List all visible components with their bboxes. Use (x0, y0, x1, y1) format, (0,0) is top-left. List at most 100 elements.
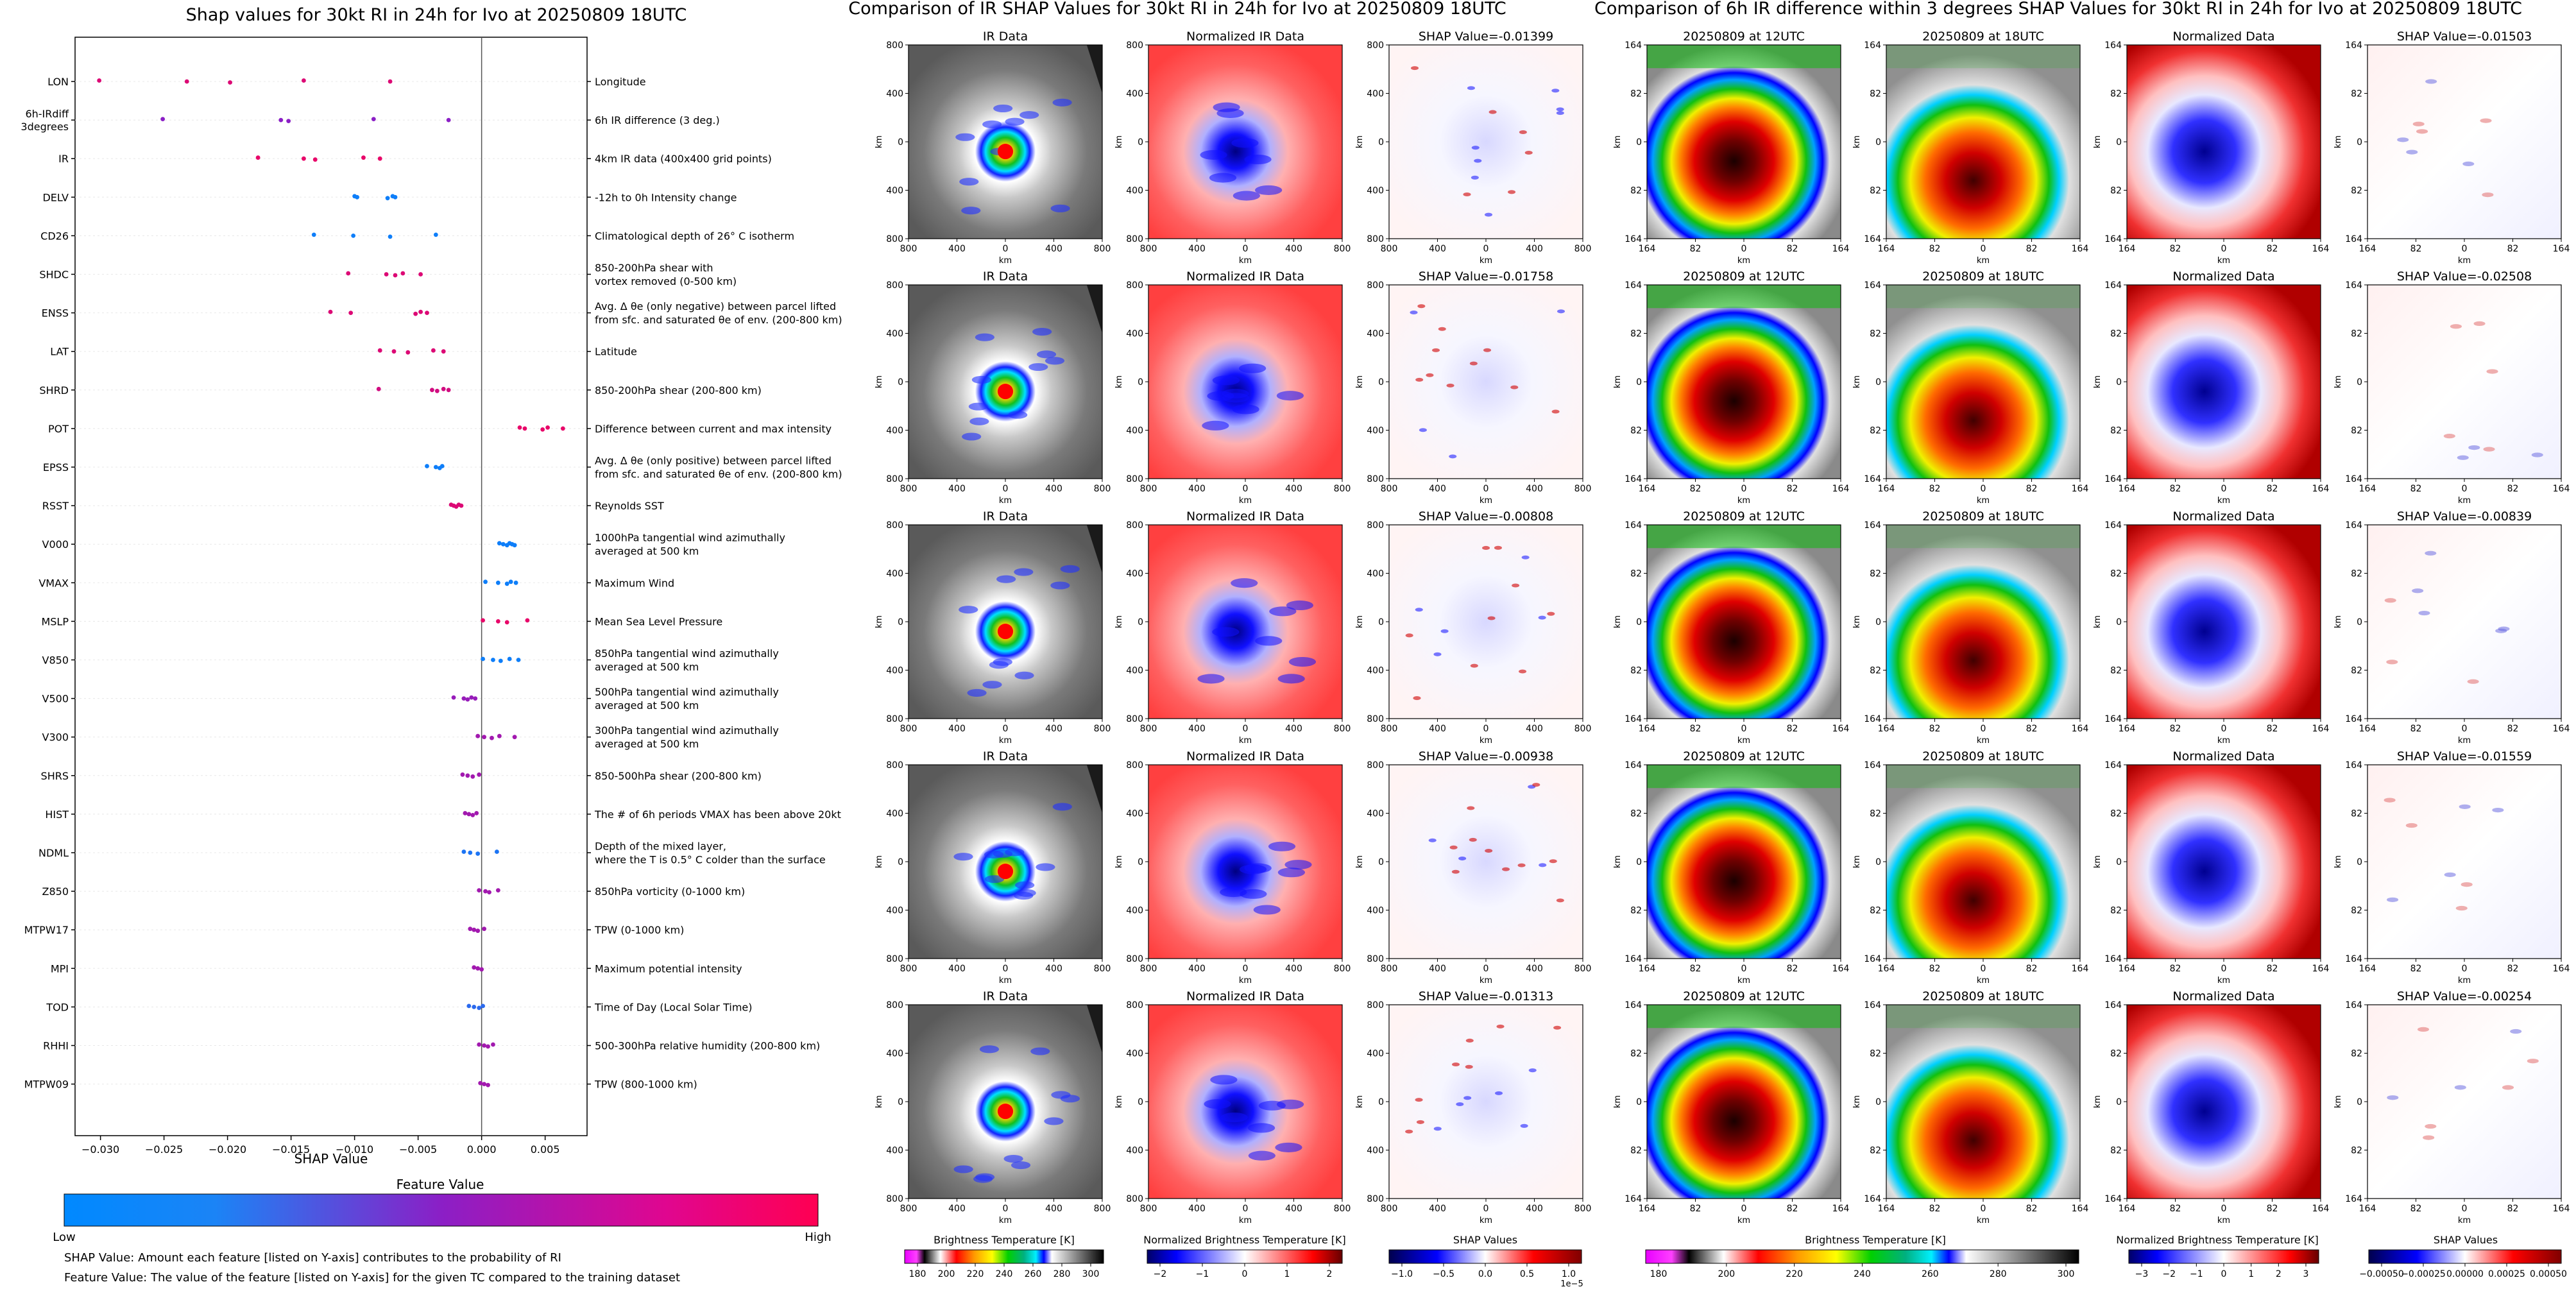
x-tick-label: 164 (2553, 964, 2570, 974)
x-tick-label: 0 (1981, 1204, 1986, 1214)
x-tick-label: 164 (2119, 724, 2136, 734)
bt-colorbar (904, 1249, 1104, 1264)
x-tick-label: 82 (2026, 724, 2038, 734)
colorbar-tick-label: 0 (2221, 1269, 2227, 1279)
x-axis-unit: km (1977, 256, 1990, 266)
x-tick-label: 82 (2267, 244, 2278, 254)
x-axis-unit: km (1239, 1216, 1252, 1225)
y-tick-label: 0 (1138, 857, 1143, 867)
feature-name-label: V850 (42, 654, 69, 667)
cloud-band (973, 1175, 993, 1183)
x-tick-label: 800 (1574, 964, 1592, 974)
cold-band (1204, 1099, 1231, 1109)
y-tick-label: 0 (1378, 137, 1384, 148)
x-tick-label: 164 (1639, 964, 1656, 974)
y-axis-unit: km (1613, 855, 1623, 868)
cloud-band (1014, 892, 1034, 900)
shap-point (430, 388, 434, 393)
x-axis-unit: km (1239, 736, 1252, 746)
shap-blob (1465, 1064, 1473, 1069)
y-axis-unit: km (1114, 1095, 1124, 1108)
y-tick-label: 82 (2351, 666, 2362, 676)
feature-description-label: averaged at 500 km (595, 699, 699, 712)
irdiff-subplot-r1-c2: 20250809 at 18UTC1641648282008282164164k… (1852, 30, 2088, 266)
y-tick-label: 82 (1870, 1146, 1881, 1156)
feature-description-label: TPW (800-1000 km) (594, 1079, 697, 1091)
x-tick-label: 800 (1140, 484, 1157, 494)
y-axis-unit: km (1114, 135, 1124, 148)
image-field (2367, 1005, 2561, 1199)
cold-band (1232, 404, 1259, 414)
y-tick-label: 0 (2357, 617, 2362, 627)
y-axis-unit: km (2093, 1095, 2103, 1108)
irdiff-subplot-r4-c3: Normalized Data1641648282008282164164kmk… (2093, 749, 2329, 986)
cloud-band (1036, 350, 1057, 359)
y-tick-label: 0 (1378, 377, 1384, 388)
shap-point (463, 811, 468, 815)
x-tick-label: 0 (2462, 964, 2468, 974)
y-tick-label: 82 (2351, 1146, 2362, 1156)
x-tick-label: 0 (1243, 1204, 1249, 1214)
shap-point (385, 196, 390, 201)
y-tick-label: 400 (886, 1049, 903, 1059)
x-tick-label: 82 (2170, 244, 2181, 254)
y-tick-label: 800 (1367, 234, 1384, 244)
y-tick-label: 164 (2345, 280, 2362, 291)
feature-description-label: -12h to 0h Intensity change (595, 191, 737, 203)
feature-description-label: 1000hPa tangential wind azimuthally (595, 532, 785, 544)
shap-point (184, 79, 189, 84)
colorbar-tick-label: −1.0 (1391, 1269, 1413, 1279)
x-tick-label: 82 (2410, 724, 2422, 734)
shap-point (477, 888, 482, 892)
y-tick-label: 164 (1625, 520, 1642, 531)
shap-blob (1517, 863, 1526, 867)
image-field (1148, 1005, 1342, 1199)
x-axis-unit: km (2458, 496, 2471, 506)
y-tick-label: 164 (1864, 760, 1881, 771)
y-tick-label: 82 (2351, 569, 2362, 579)
feature-description-label: 850-500hPa shear (200-800 km) (595, 770, 762, 782)
y-tick-label: 82 (2110, 569, 2122, 579)
cloud-band (1052, 803, 1072, 811)
x-tick-label: 82 (1787, 484, 1798, 494)
y-tick-label: 0 (2357, 1097, 2362, 1107)
y-axis-unit: km (1613, 1095, 1623, 1108)
y-tick-label: 400 (1367, 1146, 1384, 1156)
x-axis-unit: km (1737, 256, 1750, 266)
subplot-title: SHAP Value=-0.01503 (2397, 30, 2532, 44)
cloud-band (1005, 117, 1025, 126)
x-tick-label: 800 (1334, 964, 1351, 974)
y-tick-label: 800 (1126, 234, 1143, 244)
ir-comparison-title: Comparison of IR SHAP Values for 30kt RI… (848, 0, 1506, 19)
shap-point (486, 1082, 490, 1088)
x-tick-label: 82 (1929, 724, 1941, 734)
image-field (1389, 1005, 1583, 1199)
shap-point (446, 117, 451, 123)
shap-blob (1551, 409, 1560, 414)
y-tick-label: 800 (886, 760, 903, 771)
shap-blob (2527, 1059, 2539, 1064)
ir-colorbars: Brightness Temperature [K] 180 200 220 240 2… (904, 1234, 1583, 1289)
y-axis-unit: km (1613, 375, 1623, 388)
feature-name-label: CD26 (40, 230, 69, 242)
cloud-band (953, 853, 973, 861)
y-tick-label: 164 (1864, 520, 1881, 531)
x-axis-unit: km (2217, 736, 2230, 746)
top-band (1647, 765, 1841, 789)
shap-point (512, 735, 517, 740)
colorbar-tick-label: 260 (1025, 1269, 1042, 1279)
shap-blob (1415, 1098, 1423, 1102)
shap-point (473, 696, 478, 701)
x-tick-label: 82 (2026, 1204, 2038, 1214)
colorbar-tick-label: 240 (1854, 1269, 1871, 1279)
x-tick-label: 164 (1639, 1204, 1656, 1214)
x-tick-label: −0.025 (145, 1143, 183, 1156)
feature-name-label: 6h-IRdiff (25, 108, 69, 120)
cloud-band (971, 375, 991, 384)
x-tick-label: 82 (1690, 1204, 1702, 1214)
x-tick-label: 164 (1878, 244, 1895, 254)
x-tick-label: 0 (1741, 724, 1747, 734)
top-band (1886, 1005, 2080, 1029)
subplot-title: SHAP Value=-0.00808 (1419, 509, 1553, 524)
